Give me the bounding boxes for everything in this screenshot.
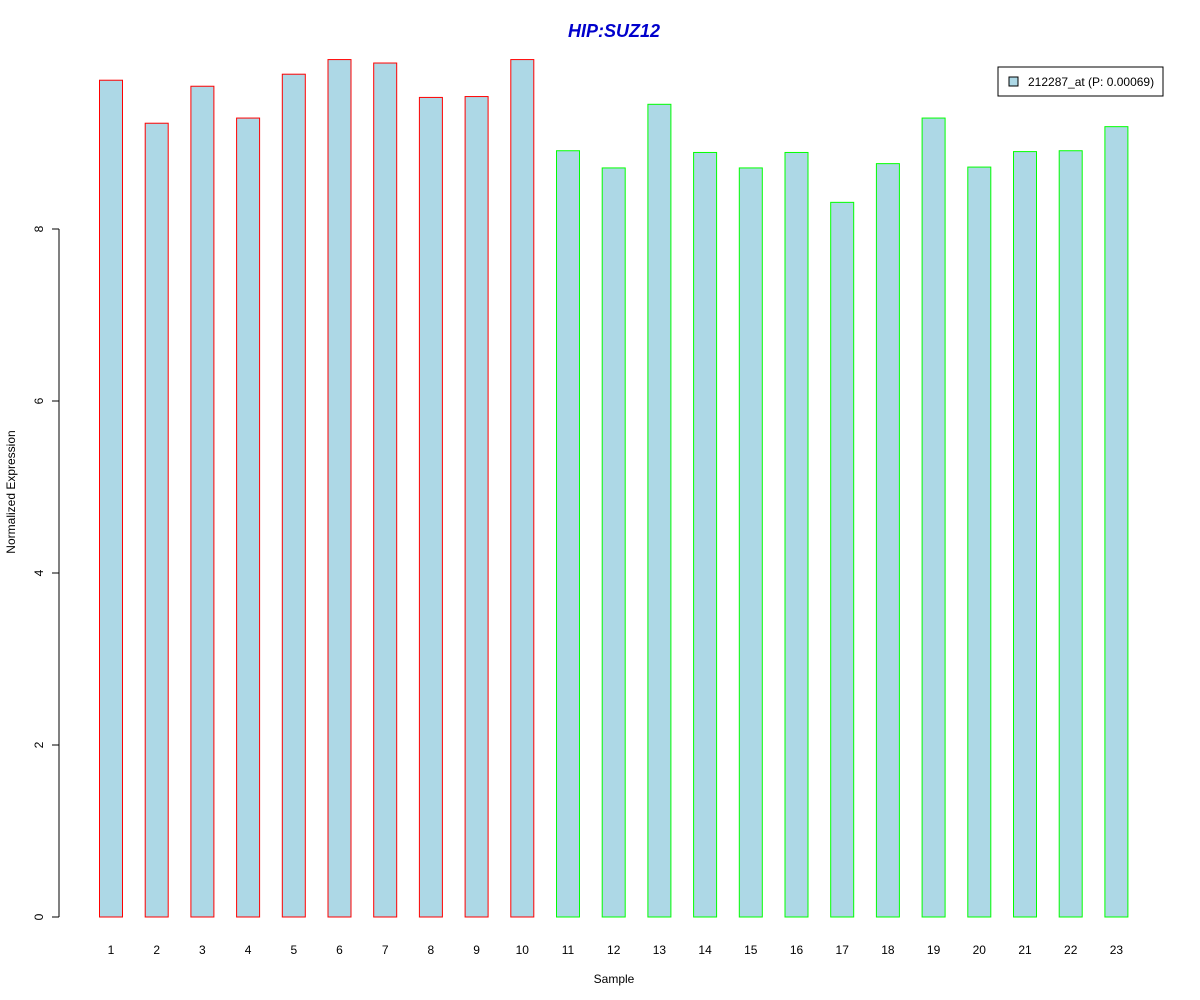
bars bbox=[99, 59, 1129, 918]
x-tick-label: 12 bbox=[607, 943, 621, 957]
bar-sample-14 bbox=[693, 151, 718, 918]
bar-sample-6 bbox=[327, 59, 352, 918]
bar-sample-20 bbox=[967, 166, 992, 918]
bar-sample-18 bbox=[875, 163, 900, 918]
bar-sample-7 bbox=[373, 62, 398, 918]
bar-sample-15 bbox=[738, 167, 763, 918]
x-tick-label: 21 bbox=[1018, 943, 1032, 957]
bar-sample-10 bbox=[510, 59, 535, 918]
bar-sample-17 bbox=[830, 201, 855, 918]
x-tick-label: 10 bbox=[516, 943, 530, 957]
y-tick-label: 2 bbox=[32, 741, 46, 748]
legend: 212287_at (P: 0.00069) bbox=[997, 66, 1164, 97]
bar-sample-4 bbox=[236, 117, 261, 918]
x-tick-labels: 1 2 3 4 5 6 7 8 9 10 11 12 13 14 15 16 17 18 19 20 21 22 23 bbox=[108, 943, 1124, 957]
y-tick-label: 0 bbox=[32, 913, 46, 920]
x-tick-label: 11 bbox=[562, 943, 575, 957]
y-tick-label: 4 bbox=[32, 569, 46, 576]
y-tick-label: 8 bbox=[32, 225, 46, 232]
bar-sample-19 bbox=[921, 117, 946, 918]
y-axis-label: Normalized Expression bbox=[4, 430, 18, 553]
y-tick-label: 6 bbox=[32, 397, 46, 404]
bar-sample-12 bbox=[601, 167, 626, 918]
legend-label: 212287_at (P: 0.00069) bbox=[1028, 75, 1154, 89]
x-tick-label: 3 bbox=[199, 943, 206, 957]
x-tick-label: 18 bbox=[881, 943, 895, 957]
x-tick-label: 17 bbox=[836, 943, 850, 957]
bar-sample-21 bbox=[1013, 151, 1037, 918]
bar-sample-13 bbox=[647, 103, 672, 918]
y-axis: 0 2 4 6 8 bbox=[32, 225, 60, 920]
bar-sample-22 bbox=[1058, 150, 1083, 918]
x-tick-label: 16 bbox=[790, 943, 804, 957]
bar-sample-9 bbox=[464, 96, 489, 918]
x-tick-label: 22 bbox=[1064, 943, 1078, 957]
bar-sample-3 bbox=[190, 85, 215, 918]
bar-sample-8 bbox=[418, 96, 443, 918]
x-tick-label: 7 bbox=[382, 943, 389, 957]
x-tick-label: 2 bbox=[153, 943, 160, 957]
bar-sample-2 bbox=[144, 122, 169, 918]
bar-sample-11 bbox=[556, 150, 580, 918]
x-tick-label: 5 bbox=[290, 943, 297, 957]
legend-swatch bbox=[1008, 76, 1019, 87]
x-tick-label: 4 bbox=[245, 943, 252, 957]
x-tick-label: 14 bbox=[698, 943, 712, 957]
legend-box bbox=[997, 66, 1164, 97]
bar-sample-1 bbox=[99, 79, 123, 918]
x-tick-label: 15 bbox=[744, 943, 758, 957]
x-tick-label: 23 bbox=[1110, 943, 1124, 957]
x-tick-label: 13 bbox=[653, 943, 667, 957]
x-tick-label: 1 bbox=[108, 943, 115, 957]
bar-sample-23 bbox=[1104, 126, 1129, 918]
x-tick-label: 8 bbox=[428, 943, 435, 957]
x-tick-label: 9 bbox=[473, 943, 480, 957]
bar-sample-5 bbox=[281, 73, 306, 918]
chart-title: HIP:SUZ12 bbox=[568, 21, 660, 41]
x-tick-label: 19 bbox=[927, 943, 941, 957]
x-tick-label: 20 bbox=[973, 943, 987, 957]
bar-sample-16 bbox=[784, 151, 809, 918]
x-tick-label: 6 bbox=[336, 943, 343, 957]
x-axis-label: Sample bbox=[594, 972, 635, 986]
